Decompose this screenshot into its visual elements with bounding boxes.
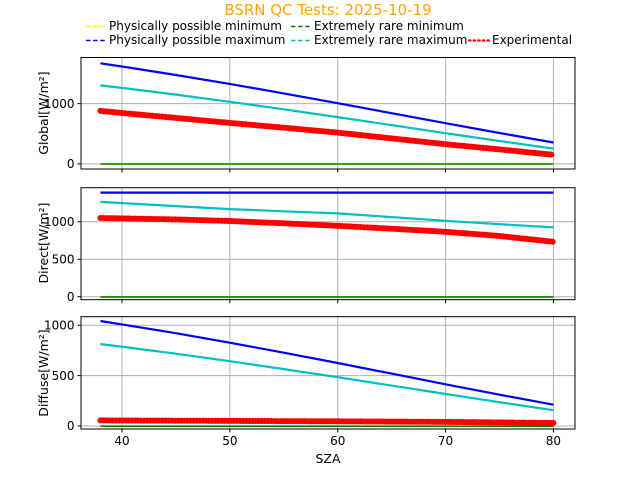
legend-line-ppmax-icon	[86, 39, 106, 42]
legend-line-ppmin-icon	[86, 25, 106, 28]
series-ermax-global	[100, 84, 554, 150]
legend-label-ermax: Extremely rare maximum	[314, 33, 468, 47]
xtick-label-40: 40	[114, 434, 129, 448]
series-experimental-direct	[97, 215, 557, 245]
ytick-label-diffuse-500: 500	[52, 369, 75, 383]
ytick-label-direct-500: 500	[52, 252, 75, 266]
legend-item-physically-possible-minimum: Physically possible minimum	[85, 20, 282, 33]
series-ermax-direct	[100, 200, 554, 229]
subplot-diffuse: 0 500 1000 40 50 60 70 80	[44, 316, 576, 448]
axes-box-global	[80, 57, 576, 170]
legend-label-ppmin: Physically possible minimum	[109, 19, 282, 33]
legend-label-ermin: Extremely rare minimum	[314, 19, 464, 33]
legend-item-extremely-rare-minimum: Extremely rare minimum	[290, 20, 464, 33]
subplot-global: 0 1000	[44, 57, 576, 173]
xtick-label-60: 60	[330, 434, 345, 448]
series-ermax-diffuse	[100, 343, 554, 412]
ytick-label-global-1000: 1000	[44, 97, 75, 111]
legend-item-experimental: Experimental	[468, 34, 572, 47]
series-ppmax-diffuse	[100, 319, 554, 406]
ytick-label-diffuse-0: 0	[67, 419, 75, 433]
figure-title: BSRN QC Tests: 2025-10-19	[224, 1, 432, 19]
subplot-direct: 0 500 1000	[44, 187, 576, 304]
xlabel-sza: SZA	[315, 451, 341, 466]
series-ppmax-global	[100, 62, 554, 144]
ytick-label-direct-0: 0	[67, 290, 75, 304]
legend-line-ermax-icon	[291, 39, 311, 42]
ytick-label-direct-1000: 1000	[44, 215, 75, 229]
legend-label-ppmax: Physically possible maximum	[109, 33, 286, 47]
ytick-label-global-0: 0	[67, 157, 75, 171]
xtick-label-80: 80	[546, 434, 561, 448]
axes-box-diffuse	[80, 316, 576, 430]
legend-line-ermin-icon	[291, 25, 311, 28]
axes-box-direct	[80, 187, 576, 301]
legend-label-experimental: Experimental	[492, 33, 573, 47]
xtick-label-50: 50	[222, 434, 237, 448]
legend-item-extremely-rare-maximum: Extremely rare maximum	[290, 34, 467, 47]
xtick-label-70: 70	[438, 434, 453, 448]
legend-line-experimental-icon	[468, 39, 490, 42]
series-experimental-diffuse	[97, 417, 557, 426]
legend-item-physically-possible-maximum: Physically possible maximum	[85, 34, 285, 47]
series-experimental-global	[97, 107, 557, 158]
ytick-label-diffuse-1000: 1000	[44, 318, 75, 332]
